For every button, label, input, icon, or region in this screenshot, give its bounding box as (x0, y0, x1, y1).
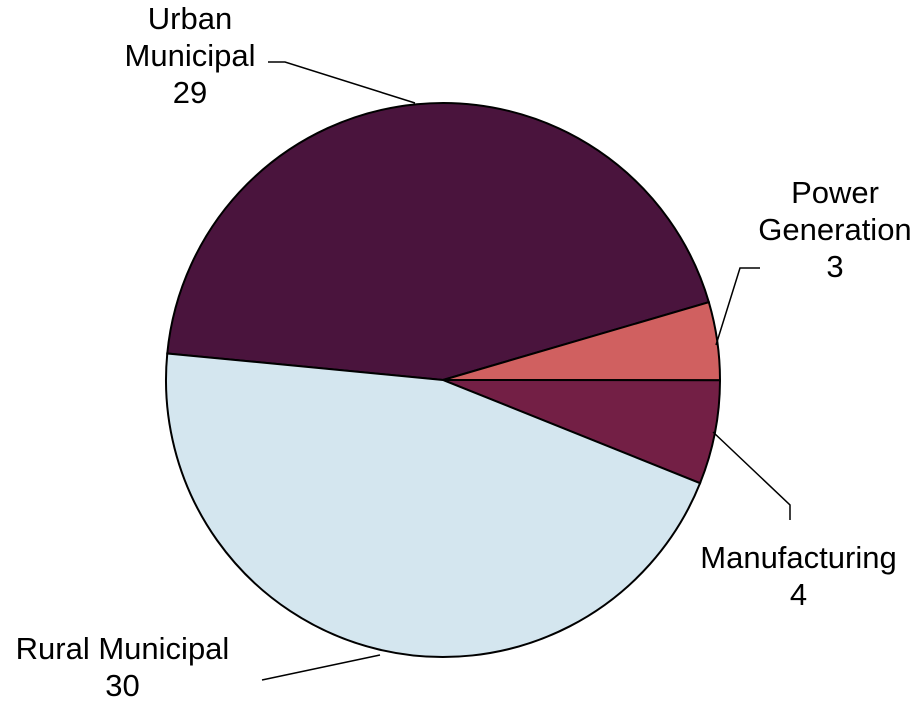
pie-slice (166, 102, 711, 382)
value-label: 30 (105, 668, 140, 703)
slice-label: Rural Municipal 30 (0, 630, 245, 704)
slice-label: Urban Municipal 29 (95, 0, 285, 111)
pie-slice (165, 352, 702, 658)
value-label: 29 (172, 75, 208, 110)
slice-label: Manufacturing 4 (676, 539, 921, 613)
category-label: Urban Municipal (124, 1, 256, 73)
category-label: Power Generation (758, 175, 912, 247)
category-label: Rural Municipal (15, 631, 230, 666)
leader-line (261, 654, 381, 681)
leader-line (268, 61, 416, 104)
leader-line (712, 431, 791, 520)
category-label: Manufacturing (700, 540, 897, 575)
value-label: 4 (789, 577, 808, 612)
leader-line (715, 267, 760, 346)
slice-label: Power Generation 3 (745, 174, 923, 285)
value-label: 3 (826, 249, 844, 284)
